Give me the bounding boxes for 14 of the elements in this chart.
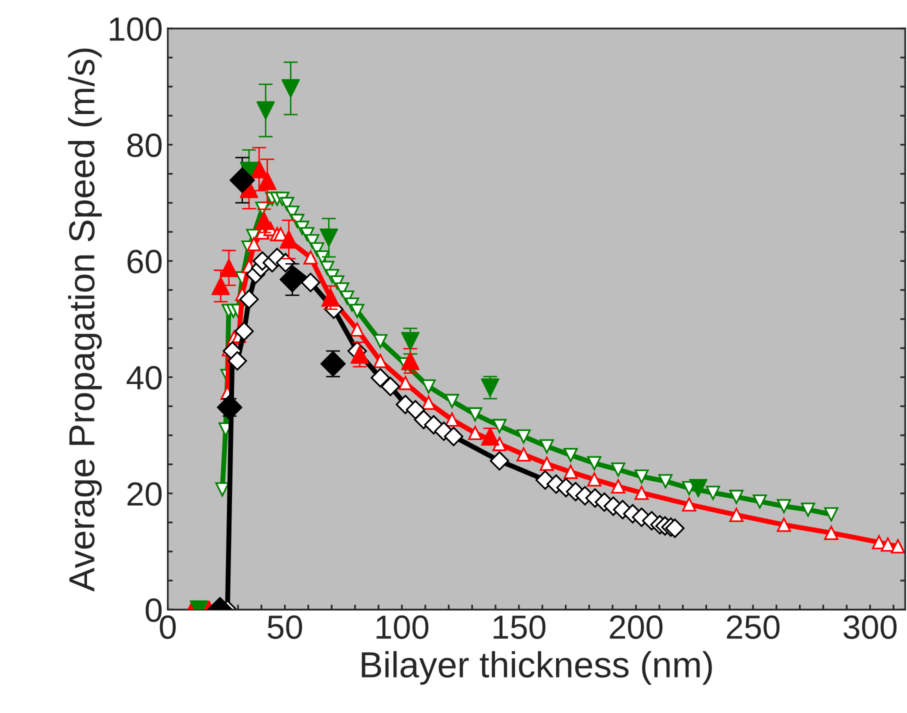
y-tick-label: 20 [128, 482, 162, 506]
x-tick-label: 200 [610, 615, 662, 639]
x-tick-label: 250 [726, 615, 780, 639]
y-tick-label: 80 [127, 134, 162, 158]
x-tick-label: 100 [376, 615, 428, 639]
x-tick-label: 300 [844, 615, 897, 639]
y-tick-label: 60 [128, 250, 162, 274]
x-tick-label: 150 [494, 615, 546, 639]
x-tick-label: 50 [268, 615, 302, 639]
y-axis-title: Average Propagation Speed (m/s) [68, 48, 102, 592]
y-tick-label: 40 [126, 366, 162, 390]
x-axis-title: Bilayer thickness (nm) [362, 651, 712, 685]
y-tick-label: 100 [110, 17, 162, 41]
y-tick-label: 0 [146, 598, 162, 622]
